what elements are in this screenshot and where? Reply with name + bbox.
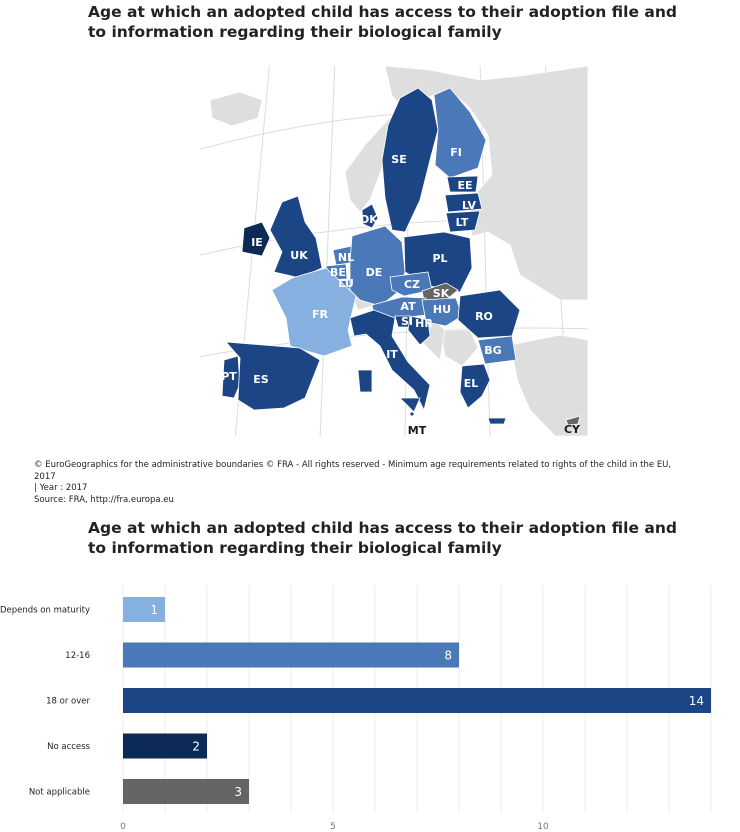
- label-fi: FI: [450, 146, 462, 159]
- bar-chart: 1 8 14 2 3 Depends on maturity 12-16 18 or ove…: [0, 585, 712, 832]
- bar-value-label: 3: [234, 785, 242, 799]
- bar[interactable]: [123, 642, 459, 668]
- bar-value-label: 2: [192, 740, 200, 754]
- source-note: Source: FRA, http://fra.europa.eu: [34, 494, 174, 505]
- map-title: Age at which an adopted child has access…: [88, 3, 677, 41]
- chart-title: Age at which an adopted child has access…: [88, 519, 677, 557]
- category-label: 18 or over: [46, 697, 90, 707]
- x-tick-label: 10: [537, 822, 549, 832]
- bar-value-label: 1: [150, 603, 158, 617]
- category-label: Not applicable: [29, 788, 90, 798]
- europe-map: SE FI EE LV LT DK IE UK NL BE LU DE PL C…: [200, 66, 588, 437]
- map-footnote: © EuroGeographics for the administrative…: [34, 460, 694, 506]
- bar[interactable]: [123, 779, 249, 804]
- label-ie: IE: [251, 236, 263, 249]
- label-cz: CZ: [404, 278, 420, 291]
- category-label: Depends on maturity: [0, 606, 90, 616]
- label-dk: DK: [360, 213, 378, 226]
- category-labels: Depends on maturity 12-16 18 or over No acc…: [0, 606, 91, 798]
- label-cy: CY: [564, 423, 581, 436]
- label-fr: FR: [312, 308, 329, 321]
- year-note: | Year : 2017: [34, 483, 88, 493]
- bar-value-label: 8: [444, 649, 452, 663]
- category-label: 12-16: [65, 651, 90, 661]
- label-bg: BG: [484, 344, 501, 357]
- label-mt: MT: [408, 424, 427, 437]
- label-sk: SK: [433, 287, 450, 300]
- label-lu: LU: [338, 277, 354, 290]
- bar[interactable]: [123, 688, 711, 713]
- label-lt: LT: [456, 216, 469, 229]
- label-se: SE: [391, 153, 406, 166]
- bar-value-label: 14: [689, 694, 704, 708]
- x-tick-label: 0: [120, 822, 126, 832]
- label-lv: LV: [462, 199, 476, 212]
- label-si: SI: [401, 315, 413, 328]
- label-es: ES: [253, 373, 269, 386]
- label-nl: NL: [338, 251, 354, 264]
- label-pt: PT: [221, 370, 237, 383]
- copyright-note: © EuroGeographics for the administrative…: [34, 460, 672, 482]
- label-el: EL: [464, 377, 479, 390]
- x-tick-label: 5: [330, 822, 336, 832]
- label-hu: HU: [433, 303, 451, 316]
- category-label: No access: [47, 742, 90, 752]
- label-at: AT: [400, 300, 416, 313]
- label-uk: UK: [290, 249, 308, 262]
- label-ee: EE: [457, 179, 472, 192]
- label-de: DE: [366, 266, 383, 279]
- bars: 1 8 14 2 3: [123, 597, 711, 804]
- bar[interactable]: [123, 597, 165, 622]
- bar[interactable]: [123, 733, 207, 759]
- label-be: BE: [330, 266, 346, 279]
- label-it: IT: [386, 348, 398, 361]
- label-pl: PL: [432, 252, 447, 265]
- label-hr: HR: [415, 317, 433, 330]
- country-labels: SE FI EE LV LT DK IE UK NL BE LU DE PL C…: [221, 146, 581, 437]
- label-ro: RO: [475, 310, 493, 323]
- x-axis-ticks: 0 5 10: [120, 822, 549, 832]
